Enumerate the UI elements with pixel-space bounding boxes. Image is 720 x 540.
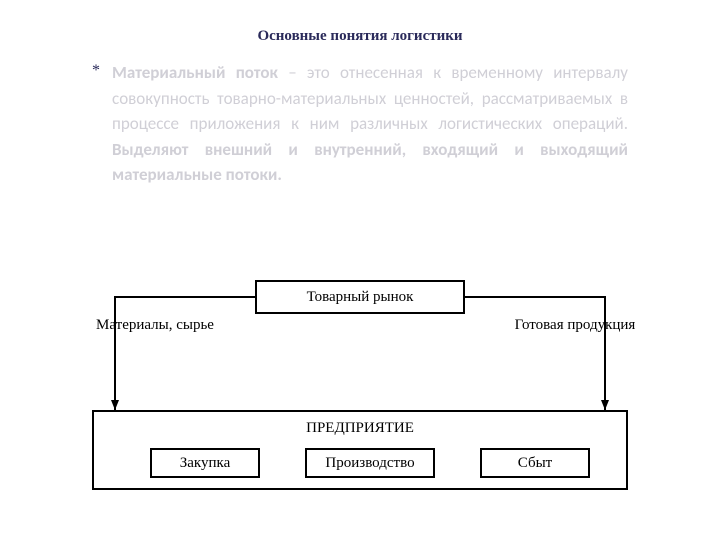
definition-lead: Материальный поток — [112, 62, 278, 83]
definition-text: Материальный поток – это отнесенная к вр… — [112, 60, 628, 188]
page-title: Основные понятия логистики — [0, 0, 720, 45]
node-label-enterprise: ПРЕДПРИЯТИЕ — [94, 420, 626, 437]
arrowhead — [601, 400, 609, 410]
arrowhead — [111, 400, 119, 410]
node-market: Товарный рынок — [255, 280, 465, 314]
node-purchase: Закупка — [150, 448, 260, 478]
node-products: Готовая продукция — [510, 300, 640, 350]
node-production: Производство — [305, 448, 435, 478]
bullet-asterisk: * — [92, 62, 100, 80]
node-materials: Материалы, сырье — [80, 300, 230, 350]
flow-diagram: Товарный рынок Материалы, сырье Готовая пр… — [80, 280, 640, 510]
node-sales: Сбыт — [480, 448, 590, 478]
definition-tail: Выделяют внешний и внутренний, входящий … — [112, 139, 628, 186]
